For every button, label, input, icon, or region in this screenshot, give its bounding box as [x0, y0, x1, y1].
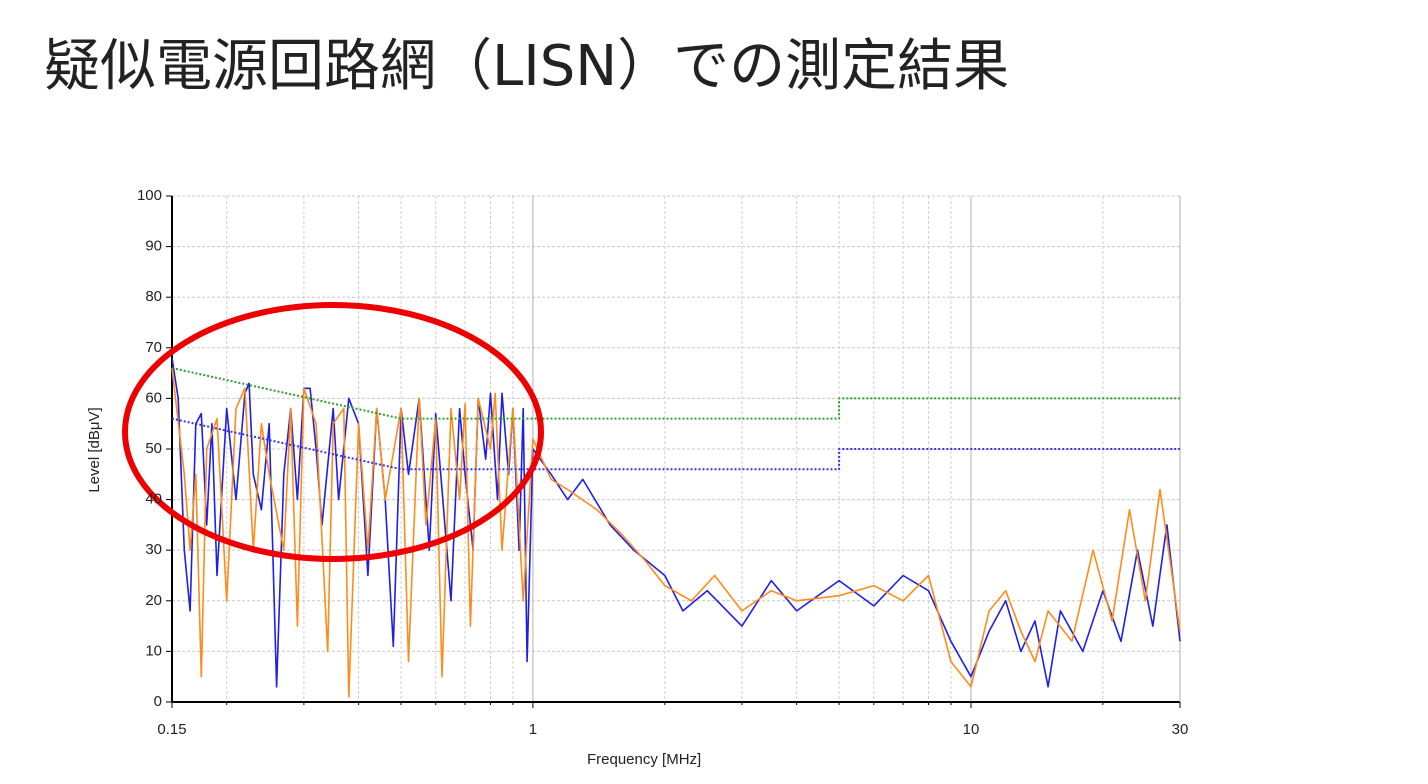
y-tick-label: 50 — [145, 440, 162, 457]
y-tick-label: 90 — [145, 238, 162, 255]
y-axis-label: Level [dBμV] — [86, 407, 103, 492]
x-tick-label: 0.15 — [157, 721, 186, 738]
y-tick-label: 20 — [145, 592, 162, 609]
y-tick-label: 60 — [145, 389, 162, 406]
highlight-ellipse — [122, 302, 544, 562]
plot-lines — [171, 357, 1181, 698]
x-tick-label: 10 — [963, 721, 980, 738]
y-tick-label: 80 — [145, 288, 162, 305]
y-tick-label: 100 — [137, 187, 162, 204]
measurement-line — [171, 357, 1181, 688]
measurement-line — [171, 367, 1181, 698]
limit-line — [171, 367, 1180, 420]
y-tick-label: 70 — [145, 339, 162, 356]
limit-line — [171, 417, 1180, 471]
y-tick-label: 0 — [154, 693, 162, 710]
x-tick-label: 1 — [529, 721, 537, 738]
y-tick-label: 10 — [145, 642, 162, 659]
slide-title: 疑似電源回路網（LISN）での測定結果 — [44, 34, 1009, 99]
y-tick-label: 40 — [145, 491, 162, 508]
x-tick-label: 30 — [1172, 721, 1189, 738]
y-tick-label: 30 — [145, 541, 162, 558]
x-axis-label: Frequency [MHz] — [587, 751, 701, 768]
